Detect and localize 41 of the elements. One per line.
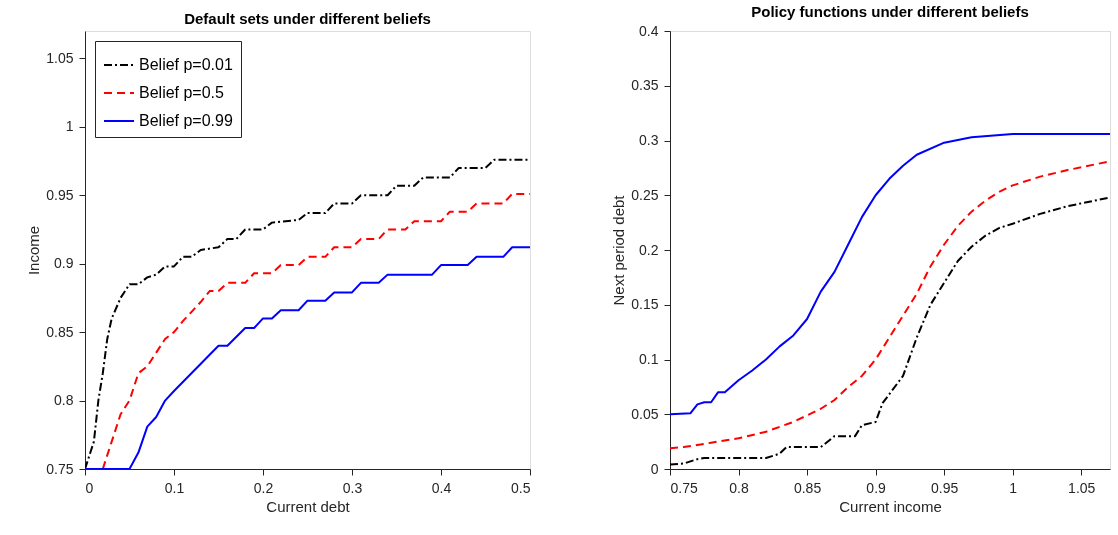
x-tick-label: 0.1 — [164, 479, 185, 496]
x-tick-label: 0.85 — [793, 479, 822, 496]
x-tick-label: 0 — [85, 479, 94, 496]
y-axis-title: Next period debt — [610, 194, 628, 306]
x-tick-label: 0.95 — [931, 479, 959, 496]
y-tick-label: 0.05 — [631, 405, 659, 422]
y-tick-label: 0.8 — [54, 392, 74, 409]
y-tick-label: 0.25 — [631, 186, 659, 203]
y-tick-label: 1.05 — [46, 49, 74, 66]
x-tick-label: 1.05 — [1068, 479, 1096, 496]
x-axis-title: Current debt — [266, 497, 351, 515]
y-tick-label: 0.95 — [46, 186, 74, 203]
line-series — [670, 196, 1110, 466]
legend-label: Belief p=0.5 — [139, 84, 225, 101]
y-tick-label: 0.4 — [639, 22, 659, 39]
x-tick-label: 0.8 — [729, 479, 749, 496]
y-tick-label: 0.35 — [631, 77, 659, 94]
y-tick-label: 0 — [650, 460, 659, 477]
x-tick-label: 0.9 — [866, 479, 887, 496]
legend-label: Belief p=0.99 — [139, 112, 233, 129]
y-tick-label: 0.2 — [639, 241, 659, 258]
y-tick-label: 0.3 — [639, 132, 659, 148]
x-axis-title: Current income — [839, 497, 942, 515]
legend-label: Belief p=0.01 — [139, 56, 233, 73]
line-series — [670, 160, 1110, 450]
x-tick-label: 0.2 — [253, 479, 274, 496]
line-series — [670, 132, 1110, 416]
y-tick-label: 0.9 — [54, 255, 74, 272]
chart-title: Policy functions under different beliefs — [751, 3, 1029, 20]
x-tick-label: 0.75 — [670, 479, 698, 496]
x-tick-label: 0.3 — [342, 479, 363, 496]
y-tick-label: 0.1 — [639, 351, 659, 367]
y-tick-label: 0.85 — [46, 323, 74, 340]
chart-title: Default sets under different beliefs — [184, 10, 431, 27]
x-tick-label: 0.5 — [511, 479, 531, 496]
y-tick-label: 0.15 — [631, 296, 659, 313]
y-tick-label: 1 — [65, 118, 74, 135]
x-tick-label: 0.4 — [431, 479, 452, 496]
y-axis-title: Income — [25, 225, 43, 276]
x-tick-label: 1 — [1009, 479, 1018, 496]
y-tick-label: 0.75 — [46, 460, 74, 477]
